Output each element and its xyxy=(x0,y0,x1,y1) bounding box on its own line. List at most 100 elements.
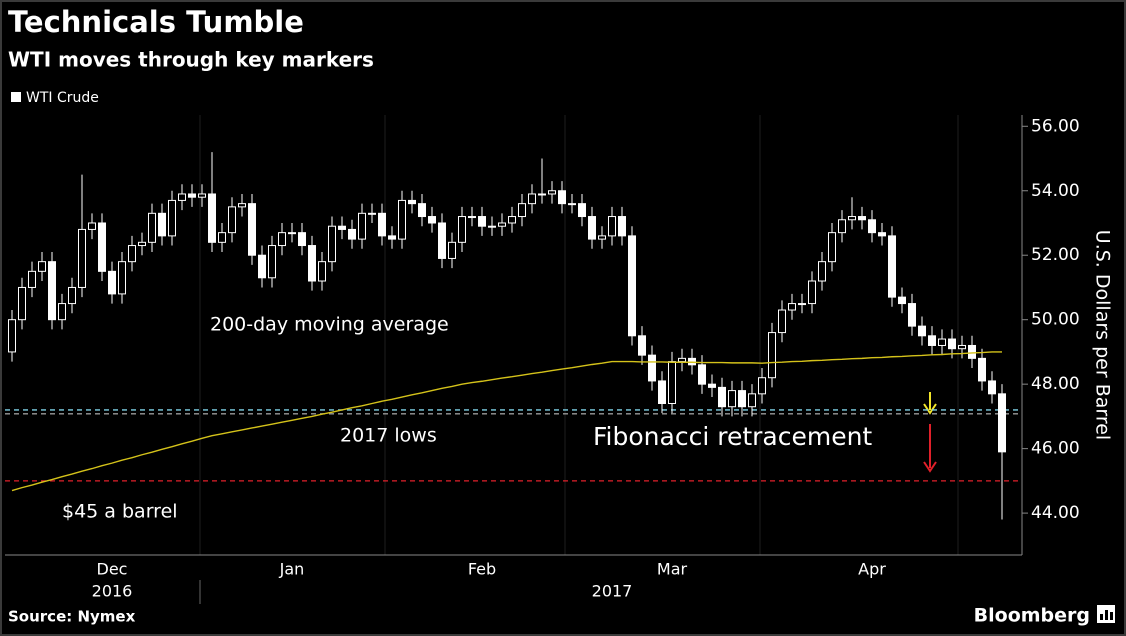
candle-body xyxy=(828,232,836,263)
candle-body xyxy=(788,303,796,311)
candle-body xyxy=(758,377,766,395)
candle-body xyxy=(948,338,956,350)
candle-body xyxy=(588,216,596,240)
candle-body xyxy=(118,261,126,295)
candle-body xyxy=(568,203,576,206)
candle-body xyxy=(508,216,516,224)
x-tick-label: Apr xyxy=(858,560,886,579)
candle-body xyxy=(488,225,496,228)
annotation: 2017 lows xyxy=(340,425,437,447)
y-tick-label: 50.00 xyxy=(1031,310,1080,330)
candle-body xyxy=(218,232,226,243)
y-tick-label: 48.00 xyxy=(1031,374,1080,394)
candle-body xyxy=(328,225,336,263)
annotation: 200-day moving average xyxy=(210,314,449,336)
source: Source: Nymex xyxy=(8,608,136,626)
candle-body xyxy=(388,235,396,240)
candle-body xyxy=(98,222,106,272)
x-tick-label: Dec xyxy=(97,560,128,579)
candle-body xyxy=(158,212,166,237)
y-tick-label: 46.00 xyxy=(1031,439,1080,459)
chart-subtitle: WTI moves through key markers xyxy=(8,48,374,72)
candle-body xyxy=(88,222,96,230)
candle-body xyxy=(108,270,116,295)
candle-body xyxy=(708,383,716,388)
y-tick-label: 52.00 xyxy=(1031,245,1080,265)
candle-body xyxy=(58,303,66,321)
legend-label: WTI Crude xyxy=(26,90,99,106)
candle-body xyxy=(68,286,76,305)
candle-body xyxy=(658,380,666,404)
brand-icon xyxy=(1097,605,1115,623)
candle-body xyxy=(748,393,756,408)
candle-body xyxy=(418,203,426,218)
candle-body xyxy=(738,390,746,408)
candle-body xyxy=(318,261,326,282)
candle-body xyxy=(348,228,356,240)
candle-body xyxy=(228,206,236,234)
candle-body xyxy=(298,232,306,247)
candle-body xyxy=(528,193,536,205)
moving-average xyxy=(11,351,1002,492)
candle-body xyxy=(128,245,136,263)
candle-body xyxy=(198,193,206,198)
candle-body xyxy=(498,222,506,227)
annotation: Fibonacci retracement xyxy=(593,422,872,451)
candle-body xyxy=(398,199,406,240)
candle-body xyxy=(848,216,856,221)
y-tick-label: 56.00 xyxy=(1031,116,1080,136)
y-tick-label: 44.00 xyxy=(1031,503,1080,523)
candle-body xyxy=(678,357,686,363)
candle-body xyxy=(928,335,936,346)
brand: Bloomberg xyxy=(974,605,1090,627)
candle-body xyxy=(558,190,566,205)
candle-body xyxy=(458,216,466,243)
candle-body xyxy=(18,286,26,321)
candle-body xyxy=(898,296,906,305)
legend-swatch xyxy=(11,92,21,102)
y-tick-label: 54.00 xyxy=(1031,181,1080,201)
candle-body xyxy=(918,325,926,337)
candle-body xyxy=(908,303,916,327)
candle-body xyxy=(308,245,316,282)
year-label: 2016 xyxy=(92,582,133,601)
icon-bar xyxy=(1100,614,1103,620)
candle-body xyxy=(868,219,876,234)
candle-body xyxy=(248,203,256,256)
candle-body xyxy=(538,193,546,196)
candle-body xyxy=(278,232,286,247)
y-axis-label: U.S. Dollars per Barrel xyxy=(1092,230,1114,440)
candle-body xyxy=(138,241,146,247)
candle-body xyxy=(618,216,626,237)
candle-body xyxy=(268,245,276,279)
icon-bar xyxy=(1105,610,1108,620)
candle-body xyxy=(258,254,266,279)
annotation: $45 a barrel xyxy=(62,501,178,523)
candle-body xyxy=(408,199,416,205)
candle-body xyxy=(808,280,816,305)
candle-body xyxy=(798,303,806,306)
candle-body xyxy=(448,241,456,259)
candle-body xyxy=(438,222,446,259)
candle-body xyxy=(28,270,36,288)
candle-body xyxy=(778,309,786,334)
candle-body xyxy=(668,361,676,404)
candle-body xyxy=(718,386,726,408)
candle-body xyxy=(428,216,436,224)
candle-body xyxy=(698,364,706,385)
candle-body xyxy=(648,354,656,382)
candle-body xyxy=(478,216,486,227)
candle-body xyxy=(48,261,56,321)
candle-body xyxy=(378,212,386,237)
candle-body xyxy=(628,235,636,337)
candle-body xyxy=(608,216,616,237)
arrow-head xyxy=(923,403,937,415)
candle-body xyxy=(358,212,366,240)
candle-body xyxy=(638,335,646,356)
year-label: 2017 xyxy=(592,582,633,601)
icon-bar xyxy=(1110,612,1113,620)
x-tick-label: Mar xyxy=(657,560,688,579)
candle-body xyxy=(238,203,246,208)
